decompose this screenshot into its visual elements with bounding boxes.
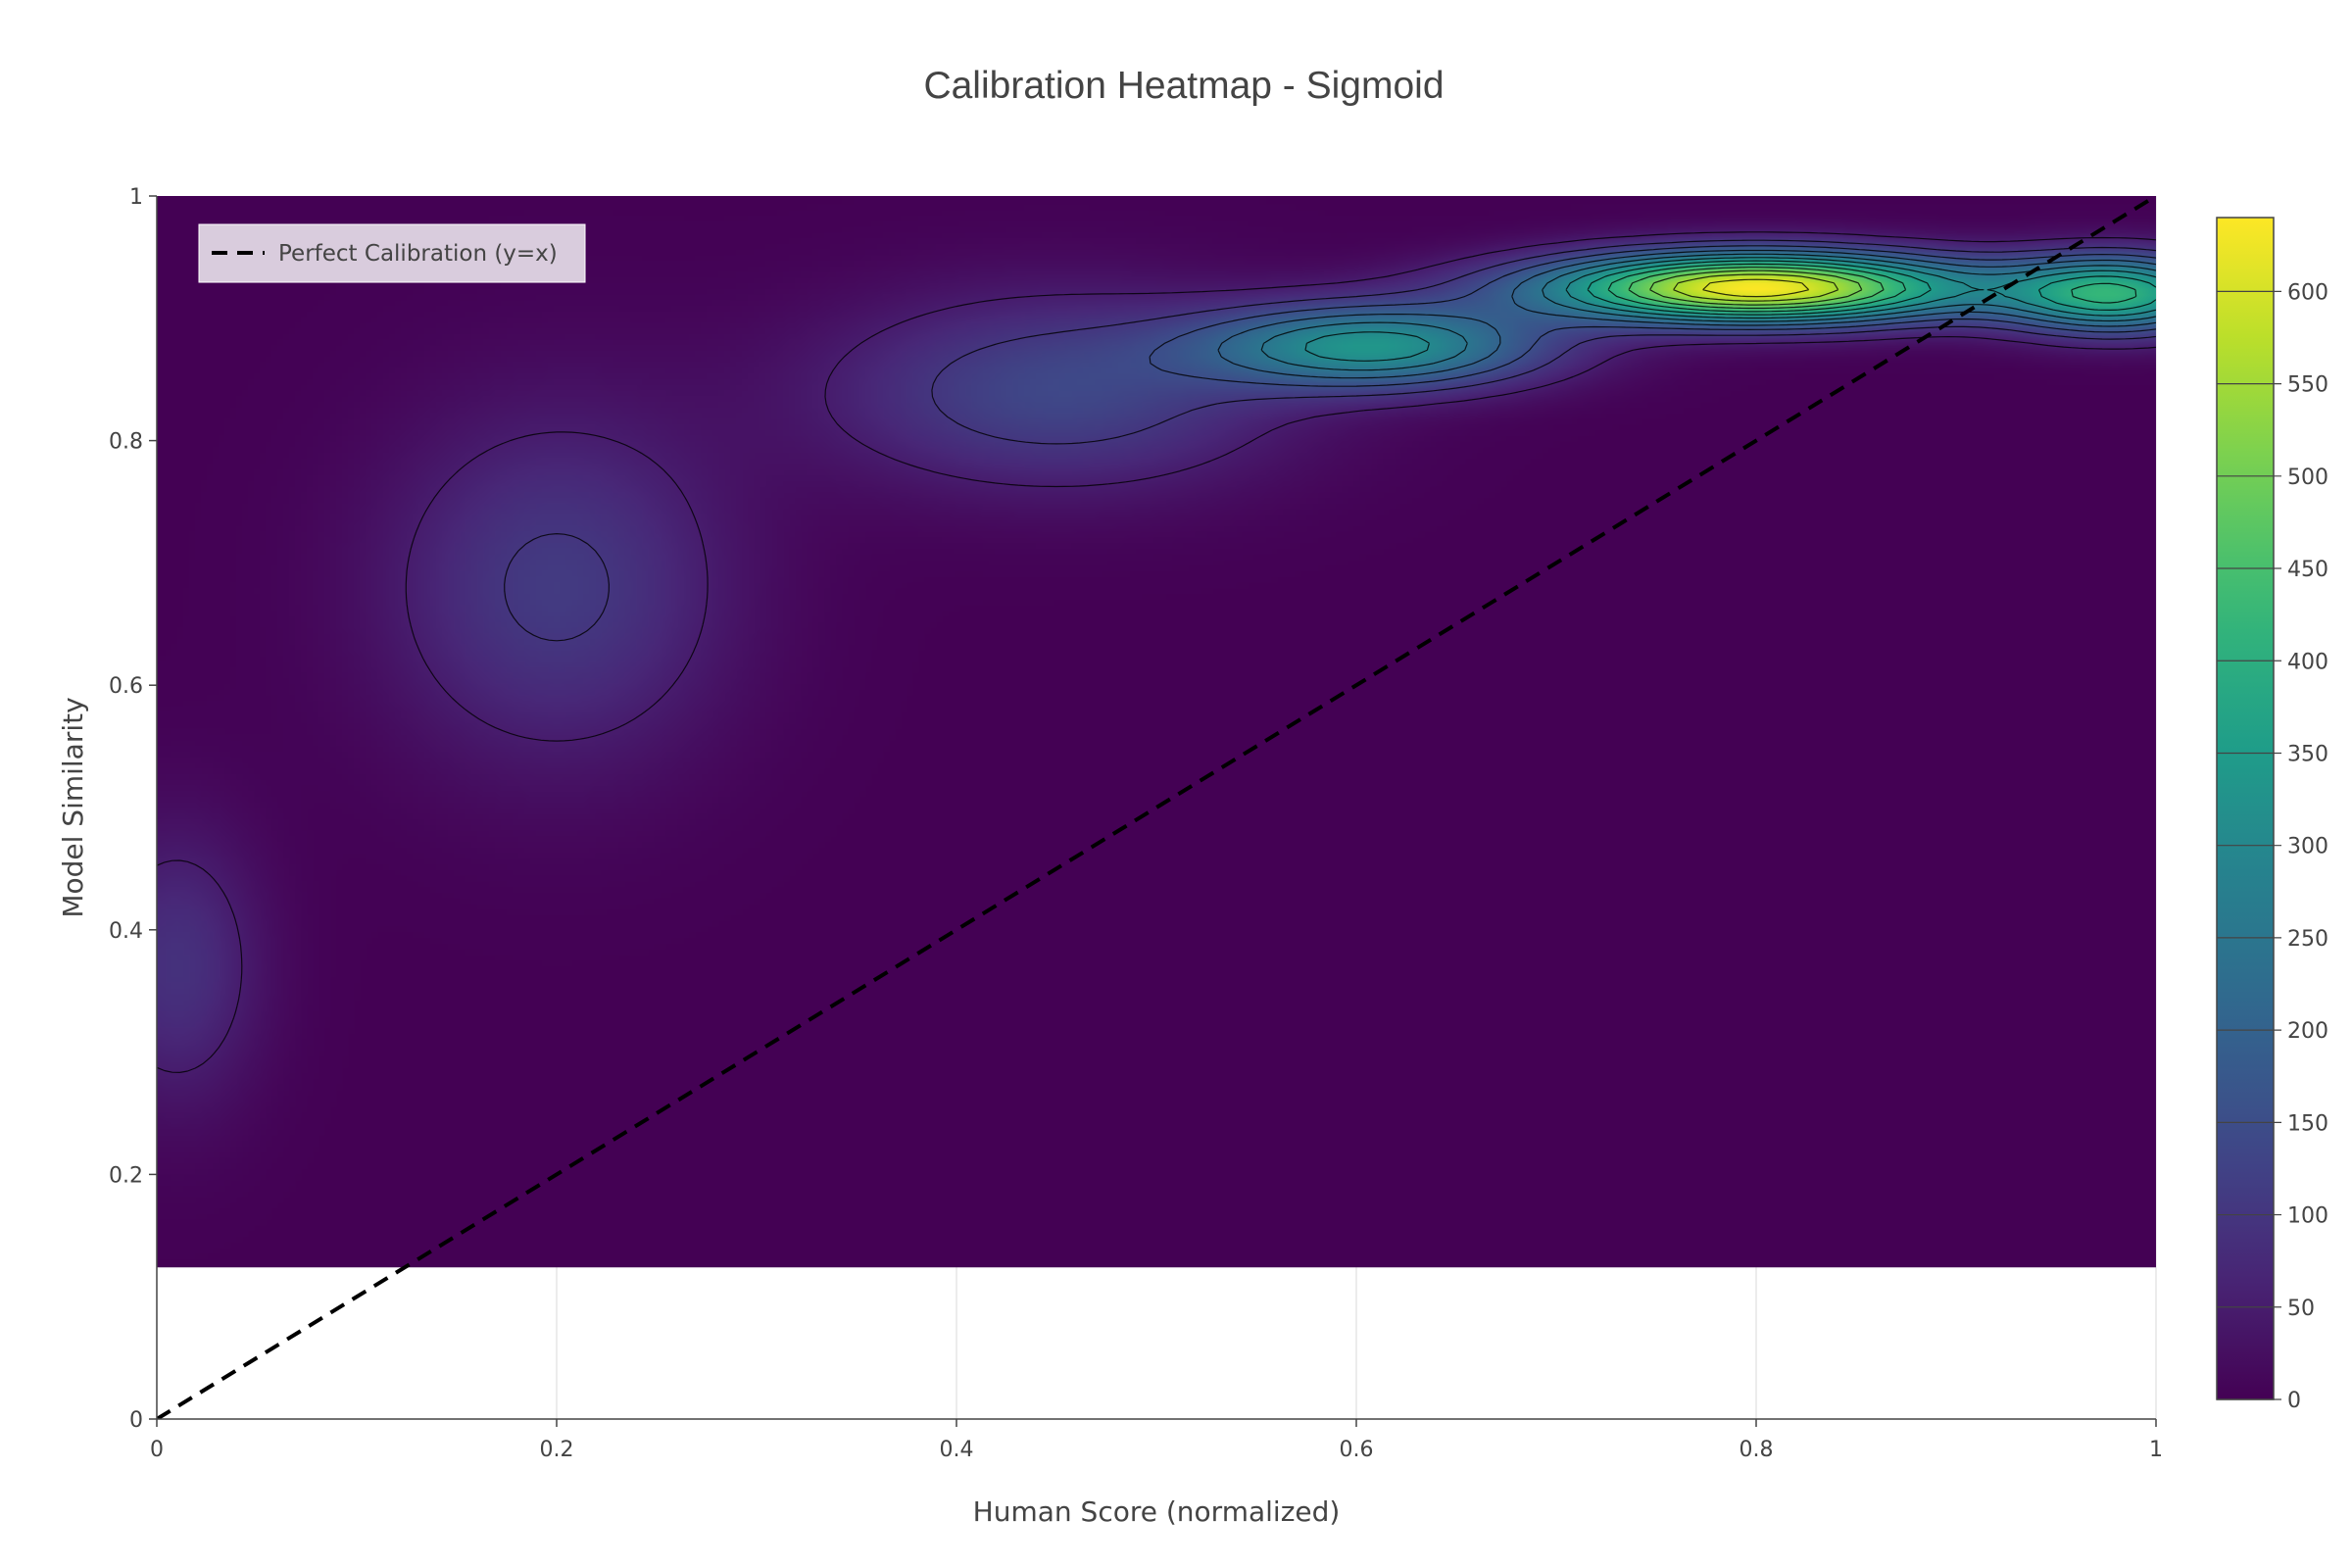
y-tick-label: 0.2: [109, 1163, 143, 1188]
x-tick-label: 0: [150, 1438, 164, 1462]
colorbar-tick-label: 400: [2287, 650, 2328, 674]
x-tick-label: 0.6: [1340, 1438, 1374, 1462]
colorbar-tick-label: 150: [2287, 1111, 2328, 1136]
x-tick-label: 0.2: [540, 1438, 574, 1462]
y-tick-label: 0.4: [109, 919, 143, 944]
contour-line: [1587, 260, 2156, 316]
x-tick-label: 0.8: [1740, 1438, 1774, 1462]
colorbar-tick-label: 500: [2287, 466, 2328, 490]
colorbar-tick-label: 300: [2287, 835, 2328, 859]
contour-line: [1673, 273, 1839, 302]
colorbar-gradient: [2216, 217, 2275, 1400]
legend[interactable]: Perfect Calibration (y=x): [198, 223, 586, 283]
x-tick-label: 1: [2149, 1438, 2163, 1462]
chart-title: Calibration Heatmap - Sigmoid: [923, 65, 1444, 107]
contour-line: [1702, 278, 1810, 298]
contour-line: [1149, 245, 2156, 387]
colorbar-tick-label: 250: [2287, 927, 2328, 952]
colorbar-tick-label: 450: [2287, 558, 2328, 582]
colorbar: 0 50 100 150 200 250 300 350 400 450 500 550 600: [2216, 217, 2328, 1413]
contour-line: [1628, 267, 1885, 310]
colorbar-tick-label: 50: [2287, 1297, 2315, 1321]
density-heatmap: [157, 196, 2156, 1268]
y-tick-label: 0.6: [109, 674, 143, 699]
contour-line: [157, 231, 2156, 1073]
y-tick-label: 1: [129, 185, 143, 210]
legend-entry-label: Perfect Calibration (y=x): [278, 241, 558, 267]
density-contours: [157, 231, 2156, 1073]
x-axis-label: Human Score (normalized): [973, 1495, 1341, 1528]
x-tick-label: 0.4: [940, 1438, 974, 1462]
y-axis-label: Model Similarity: [57, 697, 89, 917]
contour-line: [1607, 263, 2137, 313]
contour-line: [1217, 249, 2156, 379]
x-axis-ticks: 0 0.2 0.4 0.6 0.8 1: [150, 1419, 2163, 1462]
y-axis-ticks: 0 0.2 0.4 0.6 0.8 1: [109, 185, 157, 1433]
perfect-calibration-line: [157, 196, 2156, 1419]
colorbar-tick-label: 0: [2287, 1389, 2301, 1413]
contour-line: [1260, 253, 2156, 371]
colorbar-tick-label: 600: [2287, 280, 2328, 305]
colorbar-tick-label: 200: [2287, 1019, 2328, 1044]
colorbar-tick-label: 100: [2287, 1204, 2328, 1229]
y-tick-label: 0: [129, 1408, 143, 1433]
colorbar-tick-label: 550: [2287, 373, 2328, 398]
colorbar-tick-label: 350: [2287, 742, 2328, 766]
contour-line: [504, 239, 2156, 642]
colorbar-ticks: 0 50 100 150 200 250 300 350 400 450 500 550 600: [2217, 280, 2328, 1413]
y-tick-label: 0.8: [109, 430, 143, 455]
contour-line: [1649, 270, 1863, 306]
